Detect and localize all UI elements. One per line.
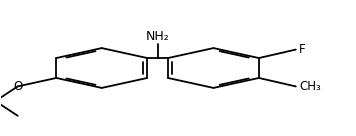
Text: F: F [299,43,306,56]
Text: CH₃: CH₃ [299,80,321,93]
Text: NH₂: NH₂ [146,30,169,43]
Text: O: O [13,80,22,93]
